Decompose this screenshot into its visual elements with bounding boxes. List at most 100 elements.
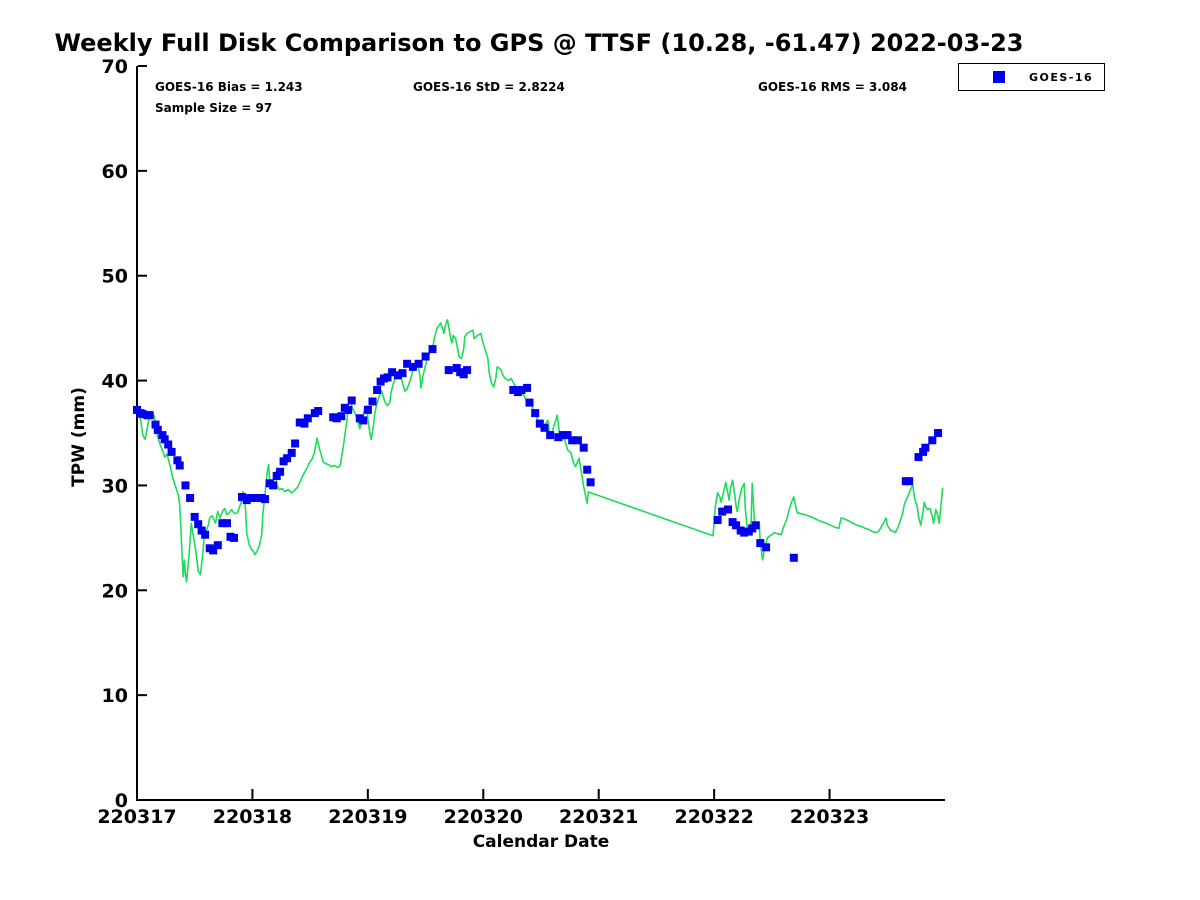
goes16-marker bbox=[197, 526, 206, 535]
goes16-marker bbox=[583, 465, 592, 474]
x-axis-label: Calendar Date bbox=[473, 832, 610, 852]
goes16-marker bbox=[421, 352, 430, 361]
goes16-marker bbox=[568, 436, 577, 445]
x-tick-label: 220321 bbox=[559, 806, 638, 828]
goes16-marker bbox=[452, 364, 461, 372]
stat-rms: GOES-16 RMS = 3.084 bbox=[758, 80, 907, 94]
goes16-marker bbox=[558, 431, 567, 440]
goes16-marker bbox=[718, 507, 727, 516]
goes16-marker bbox=[531, 409, 540, 418]
goes16-marker bbox=[403, 359, 412, 368]
goes16-marker bbox=[724, 505, 732, 514]
goes16-marker bbox=[359, 416, 368, 425]
goes16-marker bbox=[732, 521, 741, 530]
goes16-marker bbox=[164, 440, 173, 449]
goes16-marker bbox=[751, 521, 760, 530]
goes16-marker bbox=[173, 456, 182, 465]
y-tick-label: 70 bbox=[102, 56, 128, 78]
goes16-marker bbox=[368, 397, 377, 406]
goes16-marker bbox=[383, 373, 392, 382]
goes16-marker bbox=[756, 539, 765, 548]
chart-title: Weekly Full Disk Comparison to GPS @ TTS… bbox=[54, 29, 1024, 57]
goes16-marker bbox=[459, 370, 468, 379]
legend: GOES-16 bbox=[958, 63, 1105, 91]
goes16-marker bbox=[563, 431, 572, 440]
goes16-marker bbox=[337, 412, 346, 421]
goes16-marker bbox=[303, 414, 312, 423]
goes16-marker bbox=[762, 543, 771, 552]
goes16-marker bbox=[181, 481, 190, 490]
y-tick-label: 0 bbox=[115, 790, 128, 812]
goes16-marker bbox=[158, 431, 167, 440]
legend-square-marker-icon bbox=[993, 71, 1005, 83]
goes16-marker bbox=[789, 553, 798, 562]
stat-std: GOES-16 StD = 2.8224 bbox=[413, 80, 565, 94]
goes16-marker bbox=[314, 407, 323, 415]
y-axis-label: TPW (mm) bbox=[69, 387, 89, 487]
y-tick-label: 30 bbox=[102, 475, 128, 497]
stat-sample-size: Sample Size = 97 bbox=[155, 101, 273, 115]
goes16-marker bbox=[276, 467, 285, 476]
goes16-marker bbox=[408, 362, 417, 371]
goes16-marker bbox=[517, 386, 526, 394]
goes16-marker bbox=[934, 429, 943, 437]
x-tick-label: 220319 bbox=[328, 806, 407, 828]
goes16-marker bbox=[573, 436, 582, 445]
goes16-marker bbox=[540, 423, 549, 432]
goes16-marker bbox=[209, 546, 218, 555]
goes16-marker bbox=[525, 398, 534, 407]
goes16-marker bbox=[332, 414, 341, 423]
goes16-marker bbox=[905, 477, 914, 486]
y-tick-label: 60 bbox=[102, 161, 128, 183]
goes16-marker bbox=[151, 420, 160, 429]
goes16-marker bbox=[295, 418, 304, 427]
x-tick-label: 220323 bbox=[790, 806, 869, 828]
goes16-marker bbox=[444, 366, 453, 375]
stat-bias: GOES-16 Bias = 1.243 bbox=[155, 80, 303, 94]
goes16-marker bbox=[373, 386, 382, 394]
goes16-marker bbox=[428, 345, 437, 354]
goes16-marker bbox=[586, 478, 595, 487]
goes16-marker bbox=[138, 410, 147, 419]
goes16-marker bbox=[223, 519, 231, 528]
goes16-marker bbox=[579, 443, 588, 452]
goes16-marker bbox=[186, 494, 195, 502]
goes16-marker bbox=[287, 448, 296, 457]
goes16-marker bbox=[398, 369, 407, 378]
goes16-marker bbox=[190, 512, 199, 521]
goes16-marker bbox=[213, 541, 222, 550]
goes16-marker bbox=[713, 516, 722, 524]
goes16-marker bbox=[269, 481, 278, 490]
x-tick-label: 220317 bbox=[97, 806, 176, 828]
goes16-marker bbox=[153, 425, 162, 434]
goes16-marker bbox=[363, 405, 372, 414]
goes16-marker bbox=[194, 520, 203, 529]
goes16-marker bbox=[509, 386, 518, 394]
x-tick-label: 220320 bbox=[444, 806, 523, 828]
goes16-marker bbox=[167, 447, 176, 456]
goes16-marker bbox=[347, 396, 356, 405]
goes16-marker bbox=[272, 472, 281, 480]
y-tick-label: 20 bbox=[102, 580, 128, 602]
gps-line bbox=[136, 318, 944, 583]
goes16-marker bbox=[523, 383, 532, 392]
goes16-marker bbox=[218, 519, 227, 528]
y-tick-label: 10 bbox=[102, 685, 128, 707]
goes16-marker bbox=[740, 528, 749, 537]
goes16-marker bbox=[463, 366, 472, 375]
goes16-marker bbox=[928, 436, 937, 445]
goes16-marker bbox=[535, 419, 544, 428]
goes16-marker bbox=[919, 447, 928, 456]
goes16-marker bbox=[230, 533, 238, 542]
goes16-marker bbox=[554, 433, 563, 442]
goes16-marker bbox=[300, 419, 309, 428]
goes16-marker bbox=[175, 461, 184, 470]
goes16-marker bbox=[201, 530, 210, 539]
goes16-marker bbox=[921, 443, 930, 452]
goes16-marker bbox=[145, 411, 154, 420]
goes16-marker bbox=[388, 368, 397, 377]
goes16-marker bbox=[261, 495, 270, 504]
goes16-marker bbox=[291, 439, 300, 448]
